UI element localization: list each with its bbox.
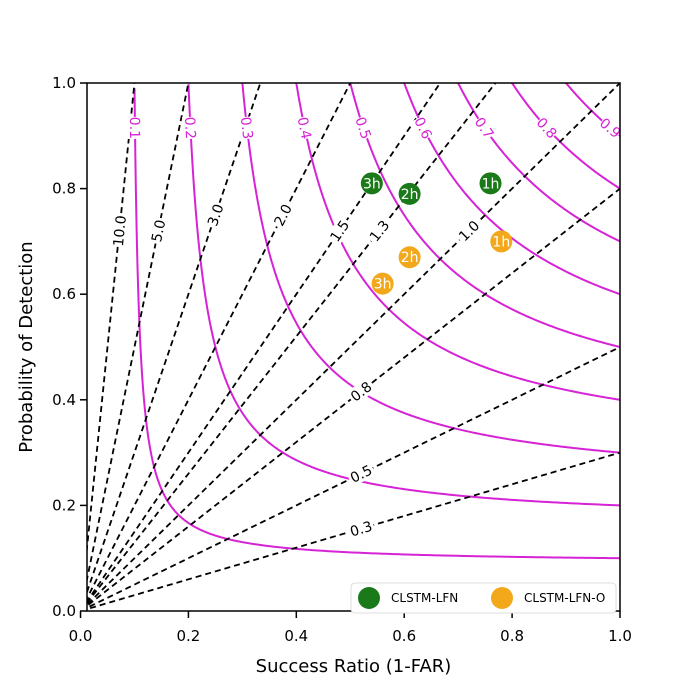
bias-label-bg — [345, 377, 377, 406]
data-point — [490, 230, 513, 253]
legend: CLSTM-LFN CLSTM-LFN-O — [350, 582, 617, 614]
bias-line — [87, 83, 136, 557]
legend-label: CLSTM-LFN — [391, 591, 458, 605]
y-axis-label: Probability of Detection — [16, 241, 37, 452]
data-point-label: 2h — [401, 250, 419, 266]
bias-line-label: 0.3 — [348, 519, 374, 541]
x-axis-ticks: 0.0 0.2 0.4 0.6 0.8 1.0 — [69, 611, 632, 645]
data-point-label: 3h — [363, 176, 381, 192]
csi-contour-label: 0.4 — [294, 116, 314, 141]
csi-contour-label: 0.1 — [126, 117, 142, 139]
bias-label-bg — [346, 517, 376, 540]
data-point-label: 3h — [374, 277, 392, 293]
bias-label-bg — [454, 215, 484, 246]
bias-line — [87, 83, 262, 595]
bias-line-label: 5.0 — [149, 218, 169, 243]
y-tick-label: 1.0 — [52, 74, 76, 92]
contour-label-bg — [181, 116, 200, 140]
legend-marker — [491, 587, 513, 609]
x-tick-label: 0.6 — [392, 627, 416, 645]
x-tick-label: 0.2 — [176, 627, 200, 645]
bias-line-label: 3.0 — [205, 202, 227, 228]
data-point — [371, 272, 394, 295]
y-axis-ticks: 0.0 0.2 0.4 0.6 0.8 1.0 — [52, 74, 87, 620]
csi-contour-labels: 0.1 0.2 0.3 0.4 0.5 0.6 0.7 0.8 0.9 — [126, 114, 624, 142]
bias-line — [87, 83, 497, 605]
csi-contour — [187, 83, 620, 507]
bias-line-labels: 10.0 5.03.0 2.01.5 1.3 1.00.80.50.3 — [110, 199, 484, 541]
legend-label: CLSTM-LFN-O — [524, 591, 605, 605]
contour-label-bg — [411, 114, 436, 142]
data-point-label: 2h — [401, 187, 419, 203]
bias-line — [87, 83, 441, 604]
data-point — [479, 172, 502, 195]
contour-label-bg — [533, 114, 561, 142]
bias-line — [87, 83, 620, 606]
contour-label-bg — [352, 114, 375, 141]
csi-contour-label: 0.3 — [237, 116, 255, 140]
bias-line-label: 10.0 — [111, 215, 130, 248]
bias-line — [87, 187, 620, 608]
bias-line-label: 1.0 — [456, 218, 483, 245]
csi-contour-label: 0.2 — [181, 116, 198, 139]
contour-label-bg — [471, 114, 498, 142]
x-axis-label: Success Ratio (1-FAR) — [256, 656, 452, 677]
csi-contour-label: 0.5 — [351, 115, 373, 141]
csi-contour — [511, 83, 620, 190]
x-tick-label: 0.4 — [284, 627, 308, 645]
csi-contour — [565, 83, 620, 137]
data-point-label: 1h — [482, 176, 500, 192]
bias-label-bg — [325, 215, 354, 247]
bias-line — [87, 83, 352, 601]
csi-contour — [349, 83, 620, 348]
bias-label-bg — [203, 200, 228, 230]
y-tick-label: 0.0 — [52, 602, 76, 620]
y-tick-label: 0.6 — [52, 285, 76, 303]
data-point — [398, 182, 421, 205]
csi-contour — [403, 83, 620, 296]
y-tick-label: 0.4 — [52, 391, 76, 409]
data-point — [360, 172, 383, 195]
x-tick-label: 0.8 — [500, 627, 524, 645]
bias-label-bg — [345, 460, 377, 487]
x-tick-label: 1.0 — [608, 627, 632, 645]
x-tick-label: 0.0 — [69, 627, 93, 645]
bias-label-bg — [269, 199, 296, 231]
bias-label-bg — [147, 216, 169, 246]
y-tick-label: 0.8 — [52, 180, 76, 198]
csi-contour — [133, 88, 620, 560]
scatter-points: 1h 2h 3h 1h 2h 3h — [360, 172, 513, 295]
contour-label-bg — [126, 116, 144, 139]
contour-label-bg — [596, 114, 624, 142]
contour-label-bg — [294, 115, 315, 141]
contour-label-bg — [237, 116, 257, 140]
csi-contour-label: 0.6 — [410, 115, 434, 142]
y-tick-label: 0.2 — [52, 496, 76, 514]
legend-marker — [358, 587, 380, 609]
csi-contour — [295, 83, 620, 401]
bias-label-bg — [110, 217, 129, 245]
data-point-label: 1h — [492, 234, 510, 250]
bias-label-bg — [365, 215, 394, 246]
legend-box — [350, 582, 617, 614]
data-point — [398, 246, 421, 269]
bias-line-label: 0.8 — [348, 379, 375, 405]
